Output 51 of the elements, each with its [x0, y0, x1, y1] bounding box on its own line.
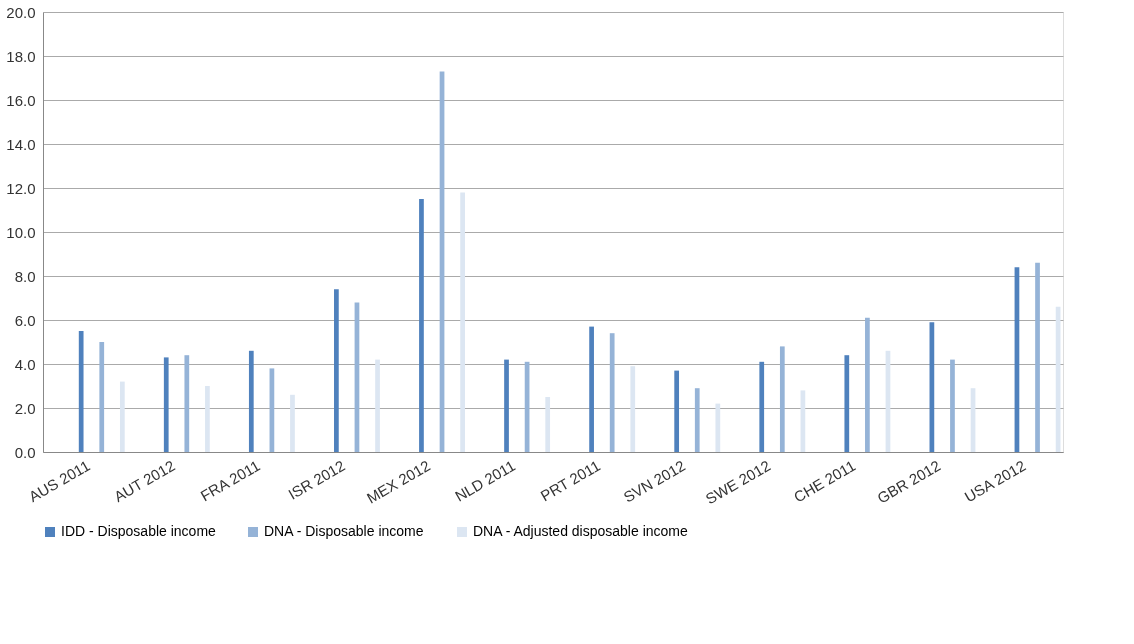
y-tick-label: 10.0: [6, 223, 36, 241]
bar: [674, 370, 680, 452]
bar: [950, 359, 955, 452]
legend-label: DNA - Adjusted disposable income: [473, 523, 688, 539]
x-tick-label: GBR 2012: [874, 456, 944, 507]
legend-label: DNA - Disposable income: [264, 523, 424, 539]
x-tick-label: FRA 2011: [197, 456, 263, 505]
bar: [205, 386, 210, 452]
bar: [99, 342, 105, 452]
y-tick-label: 0.0: [14, 443, 36, 461]
y-tick-label: 18.0: [6, 47, 36, 65]
y-tick-label: 12.0: [6, 179, 36, 197]
bar: [779, 346, 785, 452]
bar: [545, 397, 551, 452]
x-tick-label: PRT 2011: [537, 456, 604, 505]
bar: [78, 331, 84, 452]
y-tick-label: 16.0: [6, 91, 36, 109]
x-tick-label: SWE 2012: [702, 456, 774, 508]
y-tick-label: 2.0: [14, 399, 36, 417]
bar: [248, 350, 254, 452]
x-tick-label: ISR 2012: [285, 456, 348, 503]
x-tick-label: NLD 2011: [451, 456, 518, 505]
bar: [694, 388, 700, 452]
x-tick-label: USA 2012: [961, 456, 1029, 506]
bar: [460, 192, 465, 452]
y-tick-label: 8.0: [14, 267, 36, 285]
bar: [375, 359, 380, 452]
legend-label: IDD - Disposable income: [61, 523, 217, 539]
bar: [759, 361, 765, 452]
y-tick-label: 20.0: [6, 3, 36, 21]
bar: [504, 359, 509, 452]
bar: [184, 355, 190, 452]
y-tick-label: 6.0: [14, 311, 36, 329]
x-tick-label: SVN 2012: [620, 456, 689, 506]
bar: [334, 289, 339, 452]
bar: [865, 317, 870, 452]
x-tick-label: MEX 2012: [363, 456, 433, 507]
bar: [630, 366, 636, 452]
y-tick-label: 14.0: [6, 135, 36, 153]
bar: [609, 333, 615, 452]
y-tick-label: 4.0: [14, 355, 36, 373]
x-tick-label: AUT 2012: [110, 456, 178, 506]
bar: [119, 381, 125, 452]
bar: [419, 199, 424, 452]
bar: [715, 403, 721, 452]
x-tick-label: CHE 2011: [790, 456, 859, 506]
bar: [844, 355, 850, 452]
bar: [290, 394, 295, 452]
bar: [589, 326, 594, 452]
bar: [163, 357, 169, 452]
bar: [1035, 262, 1040, 452]
